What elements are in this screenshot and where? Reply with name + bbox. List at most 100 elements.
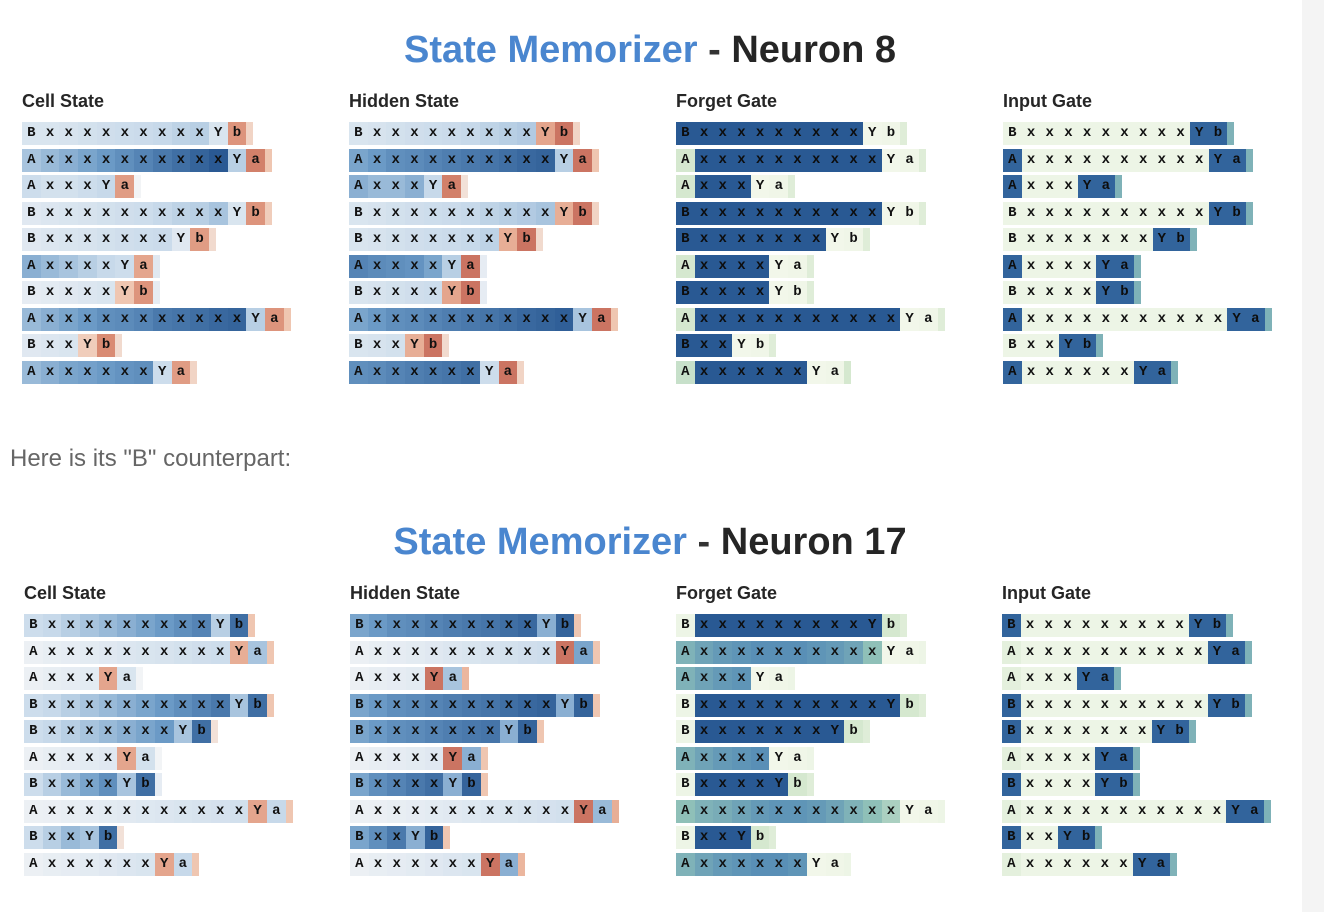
token-cell: x (208, 201, 228, 225)
token-cell: x (192, 614, 211, 637)
token-cell: x (367, 148, 387, 172)
token-cell: x (42, 773, 62, 796)
token-cell: x (367, 307, 387, 331)
token-cell: x (713, 254, 733, 278)
token-cell: x (1058, 720, 1077, 743)
title-accent: State Memorizer (403, 29, 698, 71)
token-cell: Y (825, 228, 845, 251)
token-cell: x (1151, 640, 1171, 664)
token-cell: x (423, 122, 443, 145)
token-cell: x (367, 201, 387, 225)
token-cell: x (750, 281, 770, 304)
token-cell: x (462, 799, 481, 823)
token-cell: x (1076, 640, 1096, 664)
token-cell: x (1039, 746, 1059, 770)
token-cell: x (96, 254, 116, 278)
end-token-cell (806, 254, 814, 278)
token-cell: x (1114, 693, 1133, 717)
token-cell: x (424, 852, 444, 876)
token-cell: x (61, 640, 81, 664)
token-cell: x (750, 307, 770, 331)
token-cell: x (368, 852, 388, 876)
token-cell: x (862, 148, 882, 172)
token-cell: b (844, 228, 863, 251)
token-cell: x (1114, 799, 1133, 823)
token-cell: x (1077, 122, 1097, 145)
token-cell: Y (806, 360, 826, 384)
token-cell: x (732, 307, 751, 331)
token-cell: x (1133, 201, 1153, 225)
token-cell: x (750, 228, 770, 251)
token-cell: a (462, 746, 481, 770)
token-cell: x (825, 640, 845, 664)
token-cell: x (98, 640, 118, 664)
token-cell: x (732, 228, 751, 251)
token-cell: x (806, 720, 826, 743)
token-cell: x (1189, 201, 1209, 225)
token-cell: b (1115, 281, 1134, 304)
token-cell: x (386, 175, 406, 198)
token-cell: x (862, 201, 882, 225)
token-cell: x (154, 640, 174, 664)
token-cell: Y (115, 254, 135, 278)
token-cell: x (750, 773, 770, 796)
token-cell: x (498, 307, 518, 331)
token-cell: x (750, 640, 770, 664)
token-cell: x (713, 640, 733, 664)
page-scrollbar[interactable] (1302, 0, 1324, 912)
token-cell: x (694, 228, 714, 251)
end-token-cell (862, 228, 870, 251)
token-cell: a (788, 746, 807, 770)
token-cell: b (518, 720, 537, 743)
end-token-cell (1114, 667, 1122, 690)
end-token-cell (264, 201, 272, 225)
token-cell: x (461, 228, 480, 251)
token-cell: x (1021, 254, 1041, 278)
token-cell: A (1003, 307, 1022, 331)
token-cell: Y (227, 148, 247, 172)
token-cell: x (442, 122, 462, 145)
end-token-cell (115, 334, 123, 357)
token-cell: x (769, 122, 789, 145)
token-cell: x (479, 148, 499, 172)
end-token-cell (154, 746, 162, 770)
token-cell: x (442, 228, 462, 251)
token-cell: b (1208, 122, 1228, 145)
token-cell: x (518, 640, 537, 664)
token-cell: x (208, 148, 228, 172)
token-cell: x (1095, 799, 1115, 823)
token-cell: x (1132, 799, 1152, 823)
token-cell: x (154, 614, 174, 637)
token-cell: x (98, 693, 118, 717)
token-cell: x (806, 693, 826, 717)
token-cell: x (535, 148, 555, 172)
token-cell: x (1020, 799, 1040, 823)
token-cell: x (461, 360, 480, 384)
token-cell: x (59, 201, 79, 225)
token-cell: x (536, 693, 556, 717)
token-cell: x (788, 307, 807, 331)
token-cell: x (1115, 148, 1134, 172)
token-cell: x (136, 693, 155, 717)
end-token-cell (134, 175, 142, 198)
token-cell: x (462, 852, 481, 876)
token-cell: Y (881, 693, 901, 717)
token-cell: x (423, 281, 443, 304)
token-cell: x (40, 281, 60, 304)
token-cell: x (825, 201, 845, 225)
token-cell: x (40, 228, 60, 251)
token-cell: Y (1227, 307, 1246, 331)
token-cell: x (42, 746, 62, 770)
end-token-cell (208, 228, 216, 251)
token-cell: x (387, 799, 407, 823)
